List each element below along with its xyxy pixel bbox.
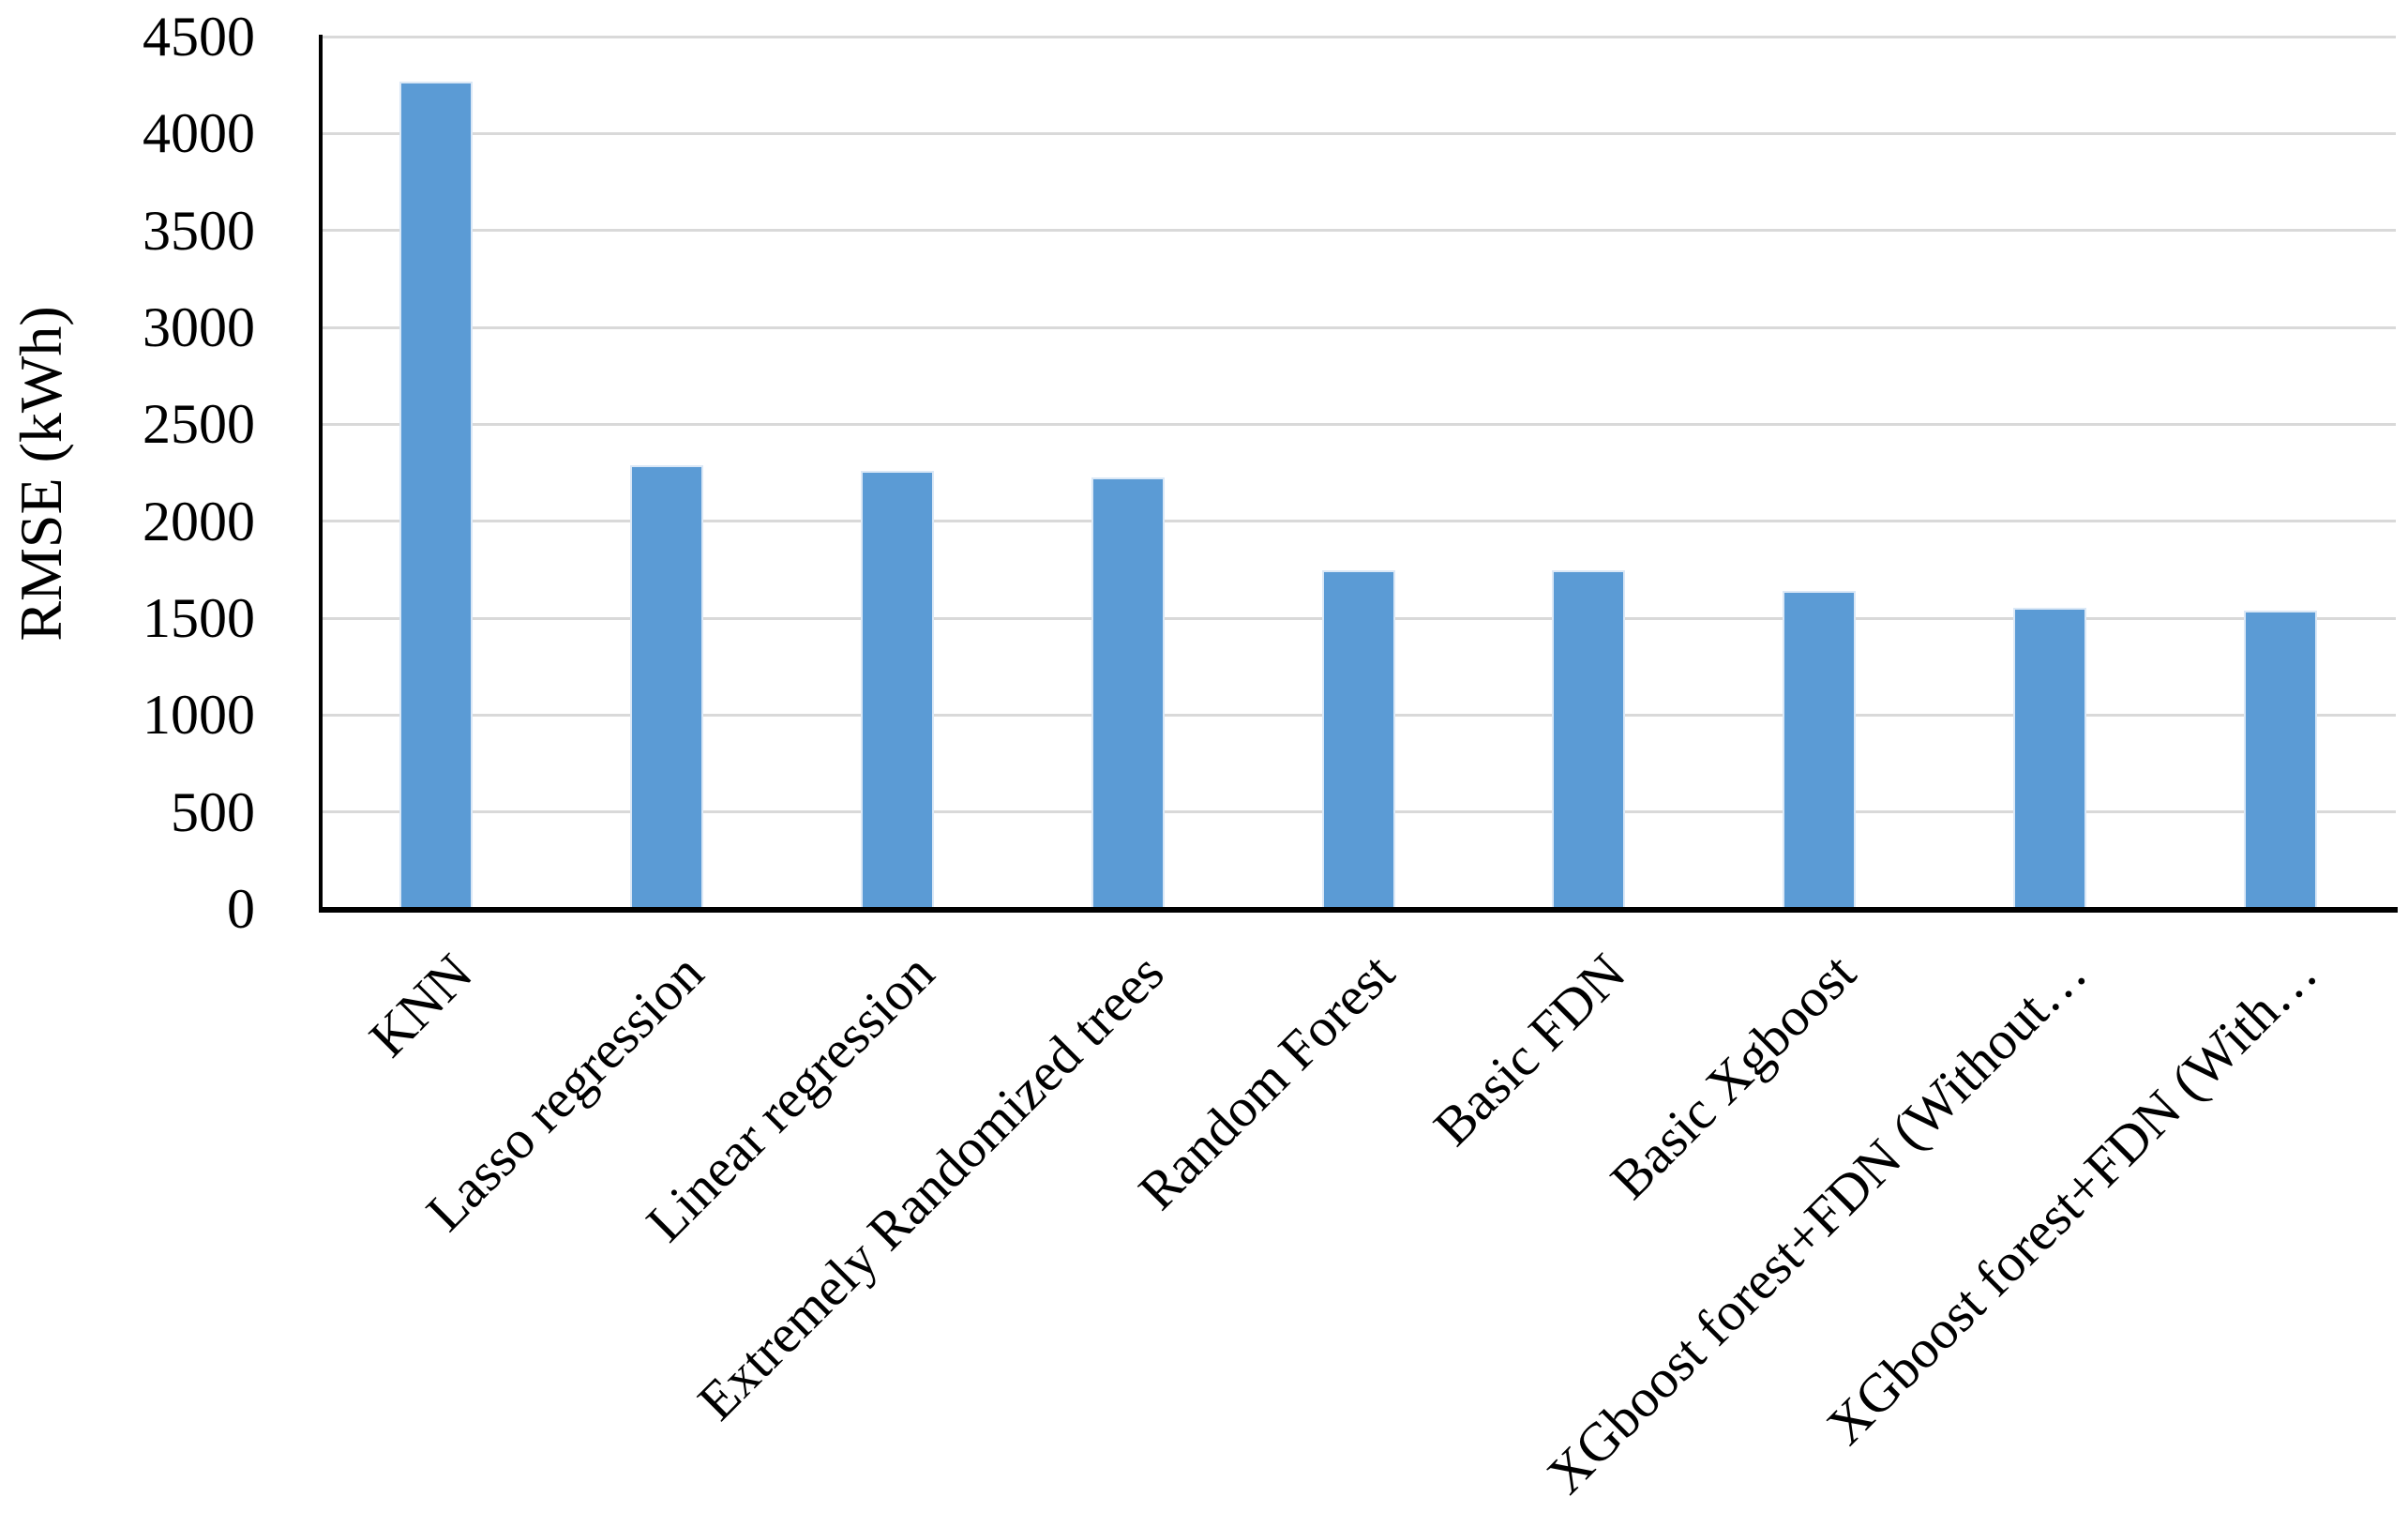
gridline-2000: [321, 520, 2396, 523]
y-axis-line: [319, 35, 323, 913]
gridline-2500: [321, 422, 2396, 426]
y-tick-label-500: 500: [171, 780, 255, 843]
bar-7: [2013, 607, 2087, 909]
bar-5: [1552, 570, 1626, 909]
x-axis-line: [319, 907, 2398, 913]
bar-0: [399, 81, 473, 909]
x-tick-label-0: KNN: [357, 942, 485, 1069]
gridline-3500: [321, 229, 2396, 233]
bar-1: [629, 464, 703, 909]
y-tick-label-1500: 1500: [143, 587, 255, 649]
y-tick-label-3000: 3000: [143, 296, 255, 358]
bar-2: [860, 470, 934, 909]
gridline-3000: [321, 325, 2396, 329]
x-tick-label-3: Extremely Randomized trees: [685, 942, 1176, 1432]
y-axis-title: RMSE (kWh): [8, 306, 74, 642]
bar-4: [1321, 570, 1395, 909]
bar-3: [1091, 477, 1165, 909]
x-tick-label-5: Basic FDN: [1422, 942, 1637, 1157]
bar-8: [2244, 610, 2318, 909]
y-tick-label-0: 0: [227, 878, 255, 940]
x-tick-label-8: XGboost forest+FDN (With…: [1814, 942, 2329, 1457]
y-tick-label-2500: 2500: [143, 393, 255, 456]
y-tick-label-2000: 2000: [143, 490, 255, 552]
bar-6: [1783, 591, 1857, 909]
y-tick-label-1000: 1000: [143, 684, 255, 747]
y-tick-label-4000: 4000: [143, 102, 255, 165]
y-tick-label-3500: 3500: [143, 199, 255, 262]
gridline-4000: [321, 131, 2396, 135]
gridline-4500: [321, 35, 2396, 38]
y-tick-label-4500: 4500: [143, 6, 255, 68]
